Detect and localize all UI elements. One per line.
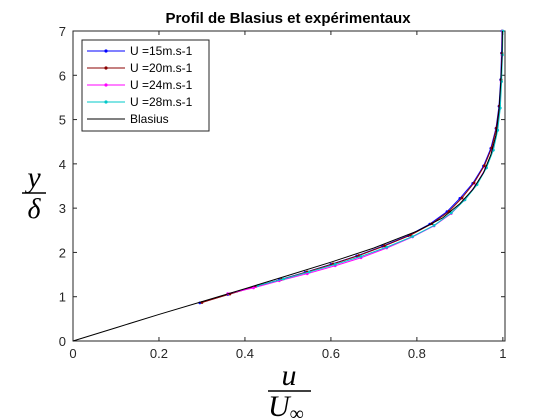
x-axis-label-denominator-main: U (268, 390, 292, 420)
legend-label: Blasius (130, 112, 169, 126)
legend: U =15m.s-1 U =20m.s-1 U =24m.s-1 U =28m.s-1… (81, 39, 210, 132)
legend-item: U =24m.s-1 (87, 78, 193, 92)
x-axis-label: u U∞ (268, 359, 311, 420)
data-point (308, 270, 311, 274)
series-layer (72, 29, 505, 342)
legend-marker (104, 49, 108, 53)
legend-marker (104, 66, 108, 70)
x-tick-label: 0.4 (236, 346, 254, 361)
legend-label: U =24m.s-1 (130, 78, 193, 92)
legend-item: U =20m.s-1 (87, 61, 193, 75)
x-tick-label: 0.6 (322, 346, 340, 361)
series-line (72, 30, 503, 342)
legend-marker (104, 100, 108, 104)
legend-label: U =15m.s-1 (130, 44, 193, 58)
legend-item: U =28m.s-1 (87, 95, 193, 109)
x-axis-label-denominator-sub: ∞ (290, 403, 304, 420)
y-tick-label: 3 (59, 201, 66, 216)
y-tick-label: 4 (59, 157, 66, 172)
y-axis-label-numerator: y (24, 161, 41, 194)
chart-title: Profil de Blasius et expérimentaux (165, 10, 411, 27)
y-axis-label-denominator: δ (27, 194, 41, 225)
series-line (257, 30, 504, 287)
x-axis-label-denominator: U∞ (268, 390, 304, 420)
legend-label: U =20m.s-1 (130, 61, 193, 75)
legend-label: U =28m.s-1 (130, 95, 193, 109)
data-point (449, 211, 453, 215)
y-axis-label: y δ (22, 161, 46, 225)
data-point (357, 254, 361, 257)
x-tick-label: 0.8 (408, 346, 426, 361)
data-point (482, 164, 486, 168)
y-tick-label: 2 (59, 245, 66, 260)
data-point (411, 235, 414, 238)
x-axis-label-numerator: u (282, 359, 297, 392)
data-point (472, 181, 476, 185)
y-tick-label: 7 (59, 24, 66, 39)
x-tick-label: 0 (69, 346, 76, 361)
data-point (460, 196, 464, 200)
data-point (432, 224, 436, 227)
y-tick-label: 5 (59, 113, 66, 128)
y-tick-label: 6 (59, 68, 66, 83)
data-point (359, 255, 363, 258)
legend-item: U =15m.s-1 (87, 44, 193, 58)
x-tick-label: 1 (499, 346, 506, 361)
data-point (385, 245, 389, 249)
y-tick-label: 1 (59, 290, 66, 305)
y-ticks: 0 1 2 3 4 5 6 7 (59, 24, 505, 349)
x-tick-label: 0.2 (150, 346, 168, 361)
data-point (333, 262, 337, 266)
y-tick-label: 0 (59, 334, 66, 349)
legend-item: Blasius (87, 112, 169, 126)
series-4 (72, 30, 503, 342)
data-point (252, 286, 255, 290)
data-point (282, 277, 286, 281)
legend-marker (104, 83, 108, 87)
data-point (383, 244, 387, 248)
